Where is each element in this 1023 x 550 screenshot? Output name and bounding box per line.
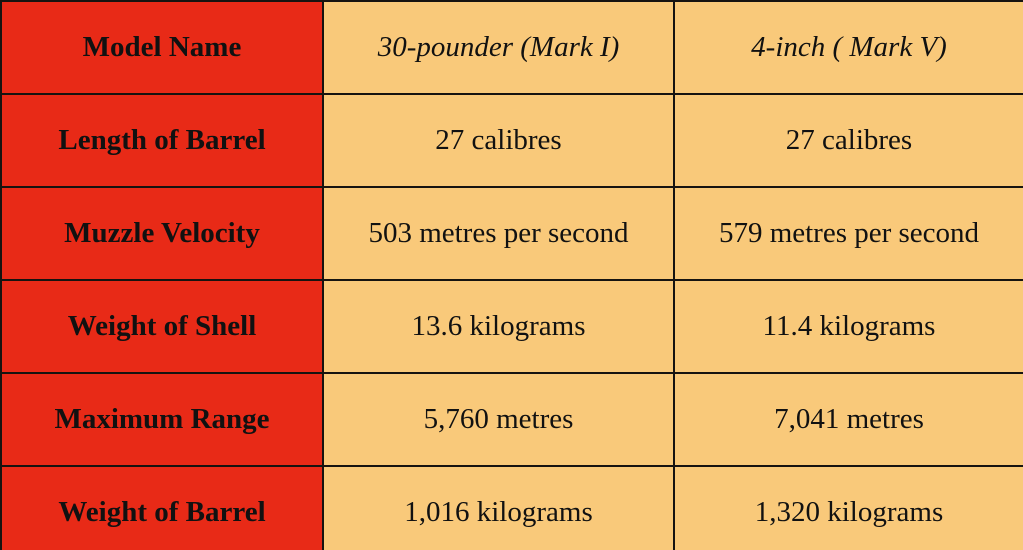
- table-row: Weight of Barrel 1,016 kilograms 1,320 kil…: [0, 465, 1023, 550]
- table-row: Model Name 30-pounder (Mark I) 4-inch ( Ma…: [0, 0, 1023, 95]
- cell-value: 503 metres per second: [322, 186, 675, 281]
- row-label: Model Name: [0, 0, 324, 95]
- row-label: Maximum Range: [0, 372, 324, 467]
- row-label: Weight of Barrel: [0, 465, 324, 550]
- cell-value: 11.4 kilograms: [673, 279, 1023, 374]
- table-row: Weight of Shell 13.6 kilograms 11.4 kilogr…: [0, 279, 1023, 374]
- cell-value: 5,760 metres: [322, 372, 675, 467]
- table-row: Length of Barrel 27 calibres 27 calibres: [0, 93, 1023, 188]
- cell-value: 13.6 kilograms: [322, 279, 675, 374]
- cell-value: 4-inch ( Mark V): [673, 0, 1023, 95]
- row-label: Muzzle Velocity: [0, 186, 324, 281]
- cell-value: 30-pounder (Mark I): [322, 0, 675, 95]
- row-label: Weight of Shell: [0, 279, 324, 374]
- table-row: Muzzle Velocity 503 metres per second 579 …: [0, 186, 1023, 281]
- cell-value: 579 metres per second: [673, 186, 1023, 281]
- cell-value: 27 calibres: [322, 93, 675, 188]
- cell-value: 27 calibres: [673, 93, 1023, 188]
- cell-value: 1,320 kilograms: [673, 465, 1023, 550]
- cell-value: 7,041 metres: [673, 372, 1023, 467]
- table-row: Maximum Range 5,760 metres 7,041 metres: [0, 372, 1023, 467]
- cell-value: 1,016 kilograms: [322, 465, 675, 550]
- row-label: Length of Barrel: [0, 93, 324, 188]
